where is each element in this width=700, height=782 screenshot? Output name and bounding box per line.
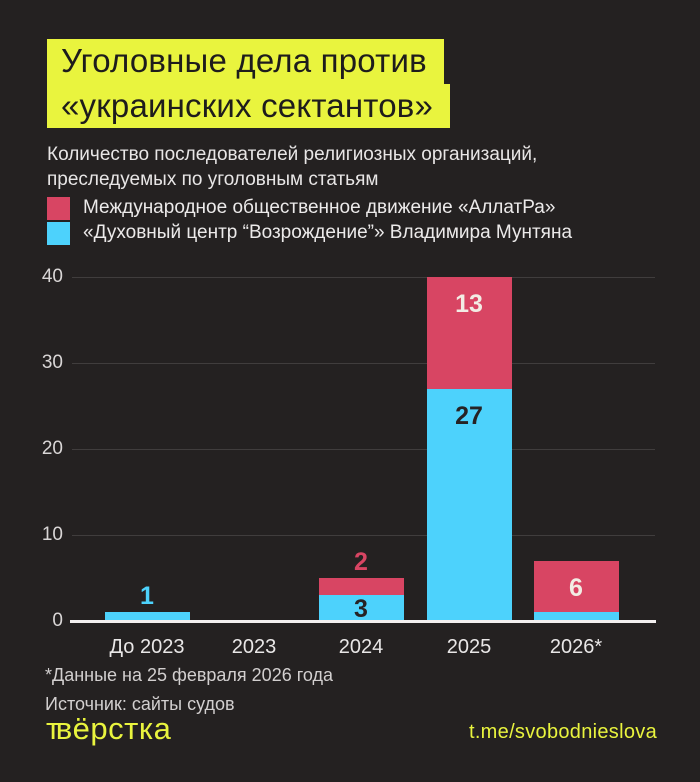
bar-segment-allatra [318, 578, 404, 596]
legend-label-allatra: Международное общественное движение «Алл… [83, 197, 556, 218]
bar-segment-vozrozhdenie [426, 388, 512, 621]
legend-item-allatra: Международное общественное движение «Алл… [47, 196, 572, 220]
bar-2025 [426, 277, 512, 621]
x-category-label: 2024 [338, 636, 384, 658]
bar-value-label: 13 [455, 290, 483, 318]
chart-subtitle-line-2: преследуемых по уголовным статьям [47, 169, 379, 190]
legend-swatch-blue [47, 221, 70, 245]
bar-value-label: 27 [455, 401, 483, 430]
bar-2026* [533, 560, 619, 621]
y-tick-label: 40 [41, 266, 63, 287]
verstka-logo: твёрстка [46, 711, 172, 746]
y-tick-label: 10 [41, 524, 63, 545]
bar-2024 [318, 578, 404, 621]
telegram-link[interactable]: t.me/svobodnieslova [468, 721, 657, 743]
x-category-label: 2026* [549, 636, 603, 658]
page-title-line-1: Уголовные дела против [47, 39, 444, 84]
bar-value-label: 1 [140, 582, 154, 611]
y-tick-label: 20 [41, 438, 63, 459]
x-category-label: 2025 [446, 636, 492, 658]
bar-segment-vozrozhdenie [104, 612, 190, 621]
bar-До-2023 [104, 612, 190, 621]
y-tick-label: 30 [41, 352, 63, 373]
footnote-data-date: *Данные на 25 февраля 2026 года [45, 665, 334, 685]
gridline-40 [72, 276, 655, 278]
chart-subtitle-line-1: Количество последователей религиозных ор… [47, 144, 538, 165]
bar-segment-allatra [426, 277, 512, 389]
chart-subtitle: Количество последователей религиозных ор… [47, 142, 537, 192]
page-title-line-2: «украинских сектантов» [47, 83, 451, 128]
footnote-source: Источник: сайты судов [45, 694, 235, 714]
legend-swatch-red [47, 196, 70, 220]
page-title: Уголовные дела против «украинских сектан… [47, 39, 451, 128]
gridline-30 [72, 362, 655, 364]
bar-segment-vozrozhdenie [318, 595, 404, 621]
bar-value-label: 6 [569, 573, 583, 602]
legend-label-vozrozhdenie: «Духовный центр “Возрождение”» Владимира… [83, 222, 573, 243]
x-category-label: До 2023 [109, 636, 185, 658]
y-tick-label: 0 [52, 610, 63, 631]
bar-segment-allatra [533, 560, 619, 613]
gridline-10 [72, 534, 655, 536]
bar-segment-vozrozhdenie [533, 612, 619, 621]
bar-value-label: 3 [354, 595, 368, 624]
x-category-label: 2023 [231, 636, 277, 658]
legend-item-vozrozhdenie: «Духовный центр “Возрождение”» Владимира… [47, 221, 572, 245]
chart-legend: Международное общественное движение «Алл… [47, 196, 572, 245]
footnotes: *Данные на 25 февраля 2026 года Источник… [45, 661, 333, 719]
gridline-20 [72, 448, 655, 450]
bar-value-label: 2 [354, 548, 368, 576]
x-axis-line [70, 620, 656, 623]
